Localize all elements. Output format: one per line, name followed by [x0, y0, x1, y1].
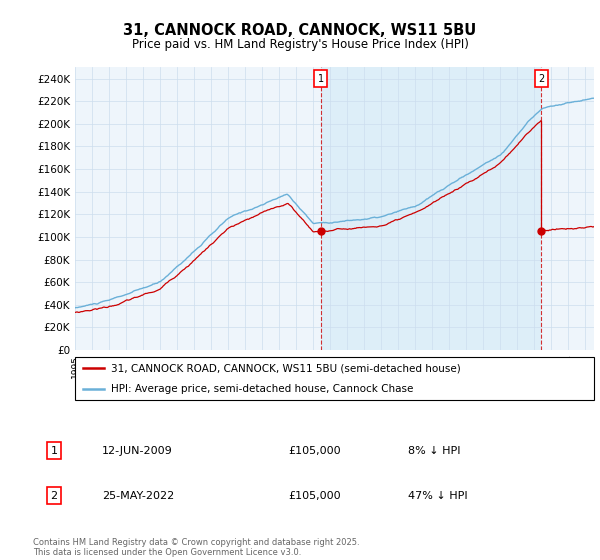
Text: 2: 2 — [50, 491, 58, 501]
Text: 25-MAY-2022: 25-MAY-2022 — [102, 491, 174, 501]
Text: 8% ↓ HPI: 8% ↓ HPI — [408, 446, 461, 456]
Text: HPI: Average price, semi-detached house, Cannock Chase: HPI: Average price, semi-detached house,… — [112, 384, 414, 394]
Text: 31, CANNOCK ROAD, CANNOCK, WS11 5BU: 31, CANNOCK ROAD, CANNOCK, WS11 5BU — [124, 24, 476, 38]
Text: £105,000: £105,000 — [288, 446, 341, 456]
Text: 12-JUN-2009: 12-JUN-2009 — [102, 446, 173, 456]
Text: 1: 1 — [318, 73, 324, 83]
Text: 2: 2 — [538, 73, 544, 83]
Text: 31, CANNOCK ROAD, CANNOCK, WS11 5BU (semi-detached house): 31, CANNOCK ROAD, CANNOCK, WS11 5BU (sem… — [112, 363, 461, 373]
Text: 47% ↓ HPI: 47% ↓ HPI — [408, 491, 467, 501]
Text: Contains HM Land Registry data © Crown copyright and database right 2025.
This d: Contains HM Land Registry data © Crown c… — [33, 538, 359, 557]
Text: Price paid vs. HM Land Registry's House Price Index (HPI): Price paid vs. HM Land Registry's House … — [131, 38, 469, 52]
Text: 1: 1 — [50, 446, 58, 456]
Text: £105,000: £105,000 — [288, 491, 341, 501]
Bar — [321, 67, 541, 350]
